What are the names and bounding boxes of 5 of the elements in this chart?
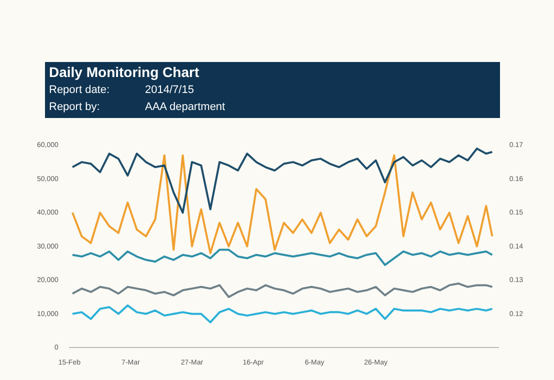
chart-title: Daily Monitoring Chart	[49, 64, 200, 80]
text: 2014/7/15	[145, 84, 194, 96]
text: Report by:	[49, 101, 100, 113]
text: AAA department	[145, 101, 226, 113]
text: Report date:	[49, 84, 110, 96]
